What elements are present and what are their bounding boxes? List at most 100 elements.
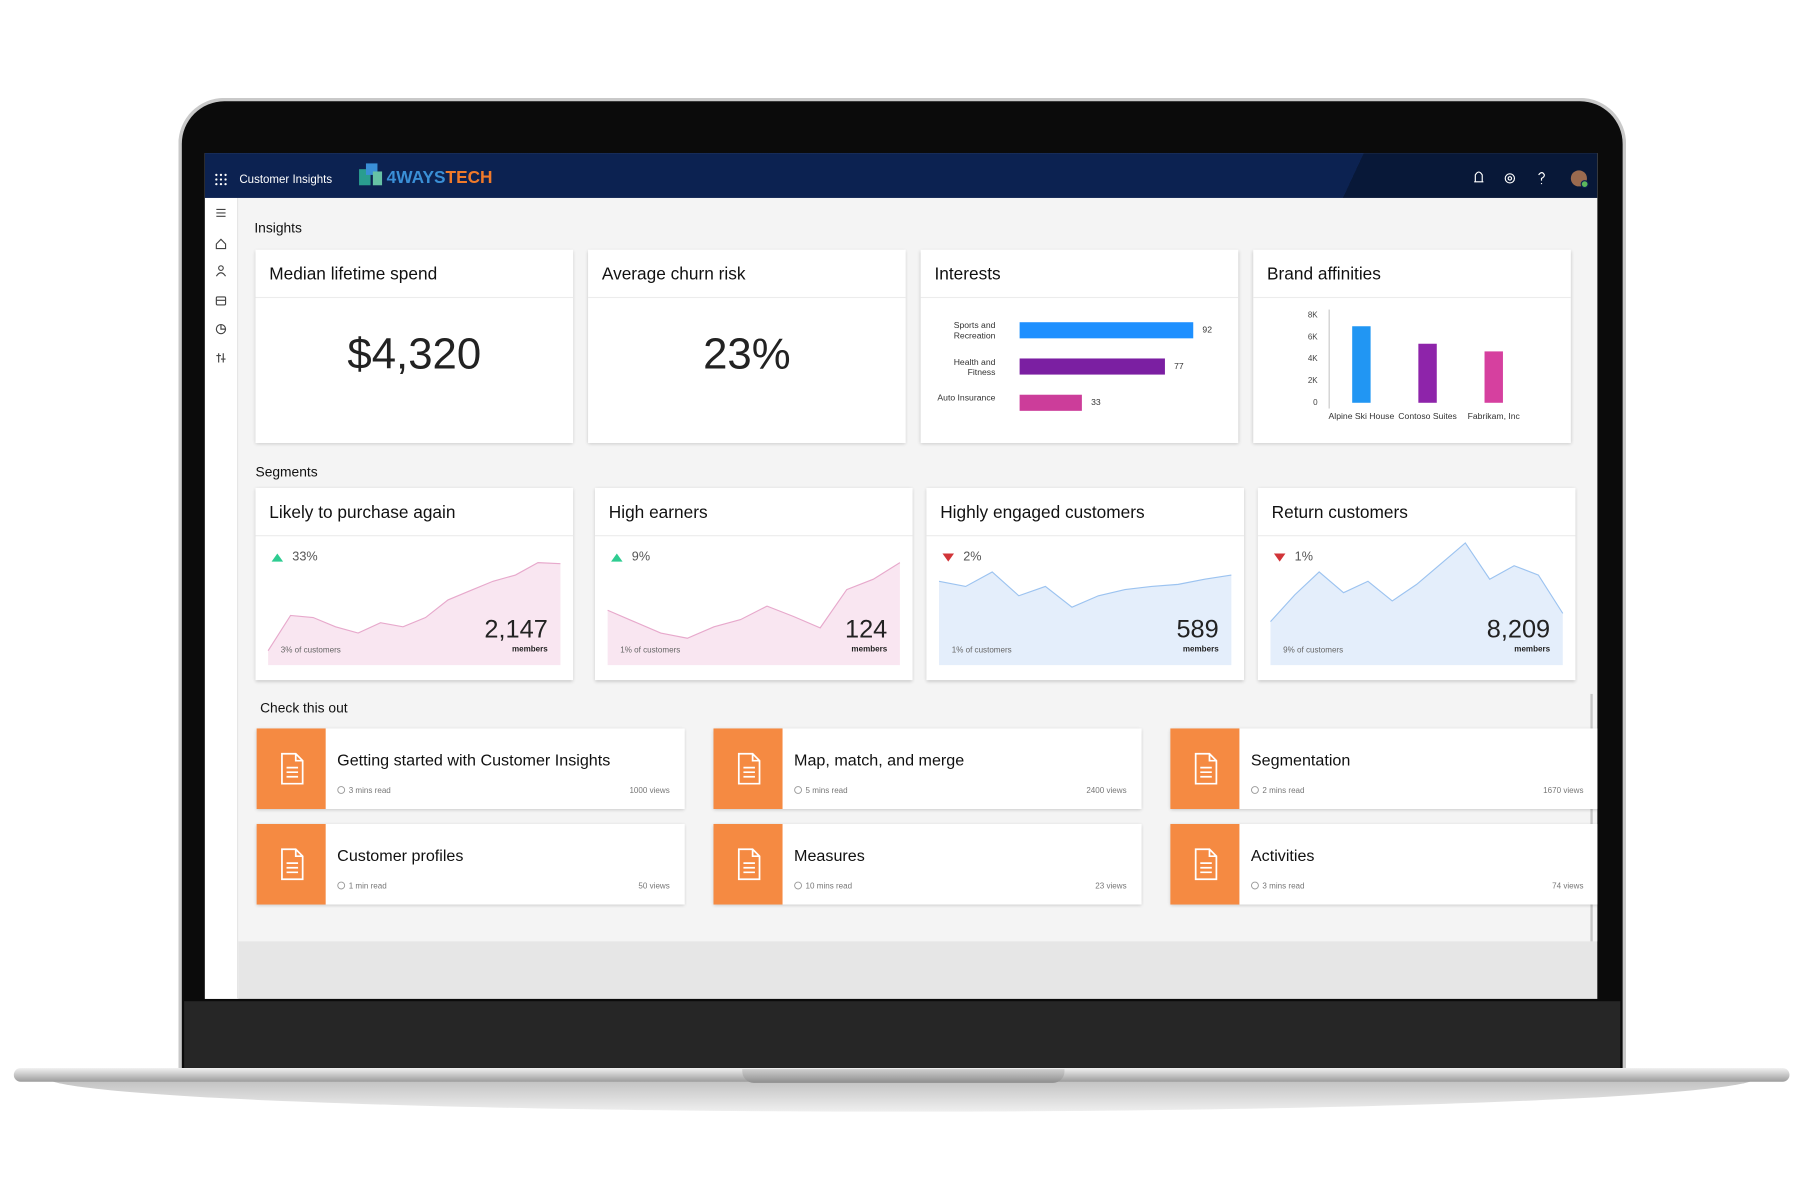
category-label: Alpine Ski House: [1328, 410, 1395, 422]
sparkline-area: [268, 562, 561, 666]
y-tick-label: 8K: [1308, 310, 1318, 319]
bar: [1352, 326, 1371, 403]
article-title: Getting started with Customer Insights: [337, 750, 611, 769]
document-icon: [281, 752, 304, 785]
segment-share: 3% of customers: [280, 646, 341, 655]
document-icon: [281, 848, 304, 881]
category-label: Health and Fitness: [953, 356, 996, 377]
logo-mark: [359, 163, 383, 186]
segment-card[interactable]: High earners 9% 124 members 1% of customers: [594, 487, 913, 681]
clock-face: [337, 786, 346, 794]
y-tick-label: 2K: [1308, 376, 1318, 385]
document-icon: [1194, 848, 1218, 881]
clock-face: [337, 881, 346, 890]
view-count: 74 views: [1552, 882, 1584, 891]
card-divider: [1257, 535, 1576, 537]
sparkline-line: [607, 562, 901, 639]
settings[interactable]: [1504, 173, 1516, 184]
card-divider: [255, 296, 574, 299]
article-title: Activities: [1250, 845, 1315, 865]
article-tile[interactable]: Activities 3 mins read 74 views: [1170, 823, 1598, 905]
screen: Customer Insights 4WAYSTECH Insights Medi…: [204, 153, 1598, 999]
segment-card[interactable]: Highly engaged customers 2% 589 members 1% o…: [926, 487, 1245, 681]
read-time: 10 mins read: [805, 882, 853, 891]
segment-card[interactable]: Return customers 1% 8,209 members 9% of cust…: [1257, 487, 1576, 681]
document-outline: [1194, 752, 1218, 785]
change-value: 33%: [292, 550, 318, 564]
document-outline: [1194, 848, 1218, 881]
view-count: 2400 views: [1086, 787, 1127, 796]
nav-menu[interactable]: [216, 208, 226, 217]
help[interactable]: [1538, 172, 1545, 185]
segment-share: 9% of customers: [1283, 646, 1344, 655]
clock-icon: [794, 786, 802, 794]
segment-unit: members: [1514, 645, 1551, 654]
clock-icon: [794, 881, 802, 890]
notifications[interactable]: [1474, 171, 1484, 183]
article-tile[interactable]: Measures 10 mins read 23 views: [713, 823, 1142, 905]
document-lines: [743, 766, 755, 778]
y-tick-label: 4K: [1308, 354, 1318, 363]
brand-card: Brand affinities 0 2K 4K 6K 8K Alpine Ski Hous…: [1253, 249, 1571, 444]
section-title: Insights: [254, 219, 302, 236]
read-time: 2 mins read: [1262, 787, 1305, 796]
clock-icon: [337, 881, 346, 890]
article-tile[interactable]: Segmentation 2 mins read 1670 views: [1170, 728, 1598, 810]
segment-value: 124: [845, 614, 888, 644]
sparkline-area: [939, 571, 1232, 666]
article-tile[interactable]: Getting started with Customer Insights 3 …: [256, 728, 685, 810]
change-value: 1%: [1294, 550, 1313, 564]
value-label: 92: [1202, 325, 1212, 335]
nav-home[interactable]: [215, 238, 227, 250]
value-label: 33: [1091, 397, 1101, 407]
card-divider: [594, 535, 913, 537]
segment-unit: members: [851, 645, 888, 654]
article-tile[interactable]: Customer profiles 1 min read 50 views: [256, 823, 685, 905]
change-value: 2%: [963, 550, 982, 564]
logo-text: 4WAYSTECH: [387, 168, 493, 188]
card-divider: [920, 296, 1239, 299]
app-name[interactable]: Customer Insights: [239, 173, 333, 187]
nav-people[interactable]: [215, 265, 227, 277]
document-outline: [737, 848, 761, 881]
avatar[interactable]: [1570, 170, 1589, 189]
section-title: Segments: [255, 463, 318, 480]
read-time: 5 mins read: [805, 787, 848, 796]
nav-settings[interactable]: [216, 353, 226, 363]
interests-card: Interests 92 77 33 Sports and Recreation Heal…: [920, 249, 1239, 444]
metric-card: Average churn risk 23%: [588, 249, 906, 444]
clock-icon: [337, 786, 346, 794]
segment-unit: members: [1182, 645, 1219, 654]
laptop-notch: [742, 1069, 1065, 1083]
document-icon: [1194, 752, 1218, 785]
article-icon: [256, 823, 326, 905]
article-title: Map, match, and merge: [794, 750, 965, 769]
read-time: 1 min read: [348, 882, 387, 891]
value-label: 77: [1174, 361, 1184, 371]
nav-data[interactable]: [215, 296, 227, 306]
left-nav: [204, 197, 239, 999]
segment-card[interactable]: Likely to purchase again 33% 2,147 members 3…: [255, 487, 574, 681]
app-launcher[interactable]: [205, 153, 240, 198]
segment-chart: [938, 553, 1232, 666]
sparkline-area: [607, 562, 900, 666]
card-title: Median lifetime spend: [269, 264, 438, 285]
read-time: 3 mins read: [1262, 882, 1305, 891]
card-title: Interests: [934, 264, 1001, 285]
clock-face: [1251, 786, 1259, 794]
article-tile[interactable]: Map, match, and merge 5 mins read 2400 vie…: [713, 728, 1142, 810]
article-icon: [713, 823, 783, 905]
sparkline-line: [938, 571, 1232, 608]
card-divider: [926, 535, 1245, 537]
document-outline: [281, 848, 304, 881]
article-icon: [1170, 823, 1240, 905]
trend-indicator: [1273, 553, 1286, 562]
segment-chart: [267, 553, 561, 666]
nav-segments[interactable]: [215, 323, 227, 335]
view-count: 50 views: [638, 882, 670, 891]
brand-chart: 0 2K 4K 6K 8K: [1308, 309, 1503, 409]
sparkline-line: [267, 562, 561, 651]
card-title: Likely to purchase again: [269, 502, 456, 523]
metric-card: Median lifetime spend $4,320: [255, 249, 574, 444]
